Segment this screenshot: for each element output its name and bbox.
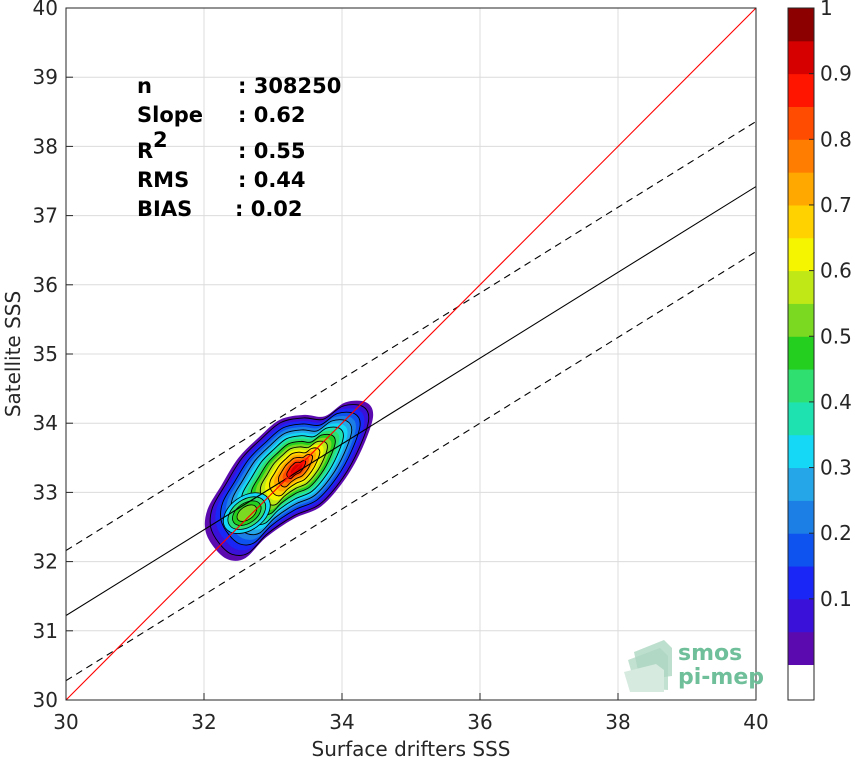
colorbar-tick-label: 0.3 bbox=[820, 456, 852, 480]
stat-label-bias: BIAS bbox=[137, 197, 192, 221]
y-tick-label: 31 bbox=[33, 619, 58, 643]
upper-bound-line bbox=[66, 121, 756, 551]
grid bbox=[65, 7, 757, 701]
stat-label-r: R bbox=[137, 139, 153, 163]
stat-value: : 0.62 bbox=[238, 103, 306, 127]
colorbar-bin bbox=[788, 401, 814, 436]
stat-label-slope: Slope bbox=[137, 103, 203, 127]
colorbar-bin bbox=[788, 73, 814, 107]
y-tick-label: 39 bbox=[33, 65, 58, 89]
x-tick-label: 40 bbox=[743, 710, 768, 734]
colorbar-bin bbox=[788, 566, 814, 600]
colorbar-bin bbox=[788, 336, 814, 370]
colorbar-bin bbox=[788, 500, 814, 534]
colorbar-bin bbox=[788, 631, 814, 666]
colorbar-tick-label: 1 bbox=[820, 0, 833, 20]
colorbar-bin bbox=[788, 204, 814, 239]
colorbar: 0.1 0.2 0.3 0.4 0.5 0.6 0.7 0.8 0.9 1 bbox=[787, 0, 852, 701]
colorbar-bin bbox=[788, 303, 814, 337]
y-tick-label: 34 bbox=[33, 411, 58, 435]
stat-label-n: n bbox=[137, 74, 152, 98]
colorbar-bin bbox=[788, 8, 814, 42]
y-tick-label: 30 bbox=[33, 688, 58, 712]
statistics-box: n : 308250 Slope : 0.62 R 2 : 0.55 RMS : 0.44 BIA… bbox=[137, 74, 341, 221]
colorbar-bin bbox=[788, 139, 814, 173]
logo-graphic-icon bbox=[624, 640, 672, 692]
colorbar-bin bbox=[788, 369, 814, 403]
colorbar-bin bbox=[788, 237, 814, 272]
colorbar-bin bbox=[788, 467, 814, 501]
colorbar-bin bbox=[788, 270, 814, 304]
logo-line2: pi-mep bbox=[678, 665, 764, 690]
logo-line1: smos bbox=[678, 641, 742, 666]
density-contours bbox=[204, 400, 374, 561]
stat-value: : 0.44 bbox=[238, 168, 306, 192]
y-tick-label: 36 bbox=[33, 273, 58, 297]
colorbar-frame bbox=[787, 7, 815, 701]
colorbar-tick-label: 0.7 bbox=[820, 193, 852, 217]
colorbar-tick-label: 0.8 bbox=[820, 127, 852, 151]
y-axis-label: Satellite SSS bbox=[1, 291, 25, 417]
smos-pi-mep-logo: smos pi-mep bbox=[624, 640, 764, 692]
stat-value: : 308250 bbox=[238, 74, 341, 98]
x-tick-label: 34 bbox=[329, 710, 354, 734]
colorbar-bin bbox=[788, 533, 814, 567]
colorbar-bin bbox=[788, 106, 814, 140]
lower-bound-line bbox=[66, 251, 756, 682]
colorbar-tick-label: 0.5 bbox=[820, 324, 852, 348]
y-tick-label: 40 bbox=[33, 0, 58, 20]
contour-secondary-lobe bbox=[236, 504, 257, 522]
x-axis-label: Surface drifters SSS bbox=[312, 737, 511, 761]
y-tick-label: 38 bbox=[33, 134, 58, 158]
y-tick-label: 33 bbox=[33, 480, 58, 504]
colorbar-bin bbox=[788, 172, 814, 206]
identity-line bbox=[66, 8, 756, 700]
x-tick-label: 32 bbox=[191, 710, 216, 734]
regression-line bbox=[66, 186, 756, 617]
x-axis-ticks: 30 32 34 36 38 40 bbox=[53, 693, 769, 734]
y-tick-label: 32 bbox=[33, 550, 58, 574]
stat-value: : 0.02 bbox=[235, 197, 303, 221]
colorbar-tick-label: 0.1 bbox=[820, 587, 852, 611]
reference-lines bbox=[66, 8, 756, 700]
x-tick-label: 38 bbox=[605, 710, 630, 734]
colorbar-tick-label: 0.9 bbox=[820, 62, 852, 86]
colorbar-bin bbox=[788, 40, 814, 75]
x-tick-label: 30 bbox=[53, 710, 78, 734]
stat-superscript: 2 bbox=[153, 128, 168, 152]
x-tick-label: 36 bbox=[467, 710, 492, 734]
colorbar-tick-label: 0.4 bbox=[820, 390, 852, 414]
colorbar-bin bbox=[788, 434, 814, 469]
colorbar-tick-label: 0.2 bbox=[820, 521, 852, 545]
stat-value: : 0.55 bbox=[238, 139, 306, 163]
y-tick-label: 37 bbox=[33, 204, 58, 228]
stat-label-rms: RMS bbox=[137, 168, 189, 192]
y-tick-label: 35 bbox=[33, 342, 58, 366]
colorbar-tick-label: 0.6 bbox=[820, 259, 852, 283]
y-axis-ticks: 30 31 32 33 34 35 36 37 38 39 40 bbox=[33, 0, 73, 712]
colorbar-bin-empty bbox=[788, 664, 814, 700]
colorbar-bin bbox=[788, 598, 814, 633]
